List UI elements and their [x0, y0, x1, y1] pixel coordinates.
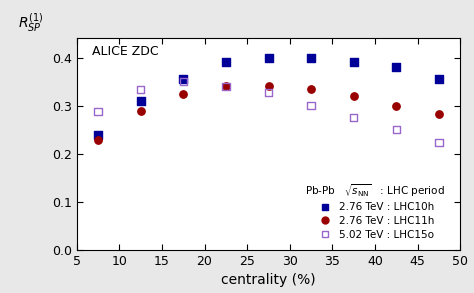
2.76 TeV : LHC11h: (42.5, 0.3): LHC11h: (42.5, 0.3) [392, 103, 400, 108]
2.76 TeV : LHC10h: (47.5, 0.355): LHC10h: (47.5, 0.355) [435, 77, 443, 81]
2.76 TeV : LHC11h: (22.5, 0.34): LHC11h: (22.5, 0.34) [222, 84, 230, 89]
5.02 TeV : LHC15o: (7.5, 0.288): LHC15o: (7.5, 0.288) [94, 109, 102, 114]
2.76 TeV : LHC11h: (37.5, 0.32): LHC11h: (37.5, 0.32) [350, 94, 357, 98]
2.76 TeV : LHC10h: (22.5, 0.39): LHC10h: (22.5, 0.39) [222, 60, 230, 65]
5.02 TeV : LHC15o: (17.5, 0.35): LHC15o: (17.5, 0.35) [180, 79, 187, 84]
5.02 TeV : LHC15o: (22.5, 0.34): LHC15o: (22.5, 0.34) [222, 84, 230, 89]
2.76 TeV : LHC10h: (42.5, 0.38): LHC10h: (42.5, 0.38) [392, 65, 400, 69]
5.02 TeV : LHC15o: (47.5, 0.224): LHC15o: (47.5, 0.224) [435, 140, 443, 145]
2.76 TeV : LHC11h: (7.5, 0.228): LHC11h: (7.5, 0.228) [94, 138, 102, 143]
5.02 TeV : LHC15o: (32.5, 0.3): LHC15o: (32.5, 0.3) [307, 103, 315, 108]
2.76 TeV : LHC11h: (32.5, 0.335): LHC11h: (32.5, 0.335) [307, 86, 315, 91]
2.76 TeV : LHC10h: (12.5, 0.31): LHC10h: (12.5, 0.31) [137, 98, 145, 103]
5.02 TeV : LHC15o: (12.5, 0.334): LHC15o: (12.5, 0.334) [137, 87, 145, 92]
2.76 TeV : LHC10h: (7.5, 0.24): LHC10h: (7.5, 0.24) [94, 132, 102, 137]
2.76 TeV : LHC10h: (27.5, 0.4): LHC10h: (27.5, 0.4) [264, 55, 272, 60]
5.02 TeV : LHC15o: (27.5, 0.328): LHC15o: (27.5, 0.328) [264, 90, 272, 95]
2.76 TeV : LHC10h: (17.5, 0.355): LHC10h: (17.5, 0.355) [180, 77, 187, 81]
2.76 TeV : LHC10h: (32.5, 0.4): LHC10h: (32.5, 0.4) [307, 55, 315, 60]
Legend: 2.76 TeV : LHC10h, 2.76 TeV : LHC11h, 5.02 TeV : LHC15o: 2.76 TeV : LHC10h, 2.76 TeV : LHC11h, 5.… [301, 179, 447, 243]
2.76 TeV : LHC11h: (12.5, 0.288): LHC11h: (12.5, 0.288) [137, 109, 145, 114]
2.76 TeV : LHC11h: (17.5, 0.325): LHC11h: (17.5, 0.325) [180, 91, 187, 96]
Text: ALICE ZDC: ALICE ZDC [92, 45, 159, 58]
5.02 TeV : LHC15o: (42.5, 0.25): LHC15o: (42.5, 0.25) [392, 127, 400, 132]
Text: $R_{SP}^{(1)}$: $R_{SP}^{(1)}$ [18, 12, 43, 34]
2.76 TeV : LHC10h: (37.5, 0.39): LHC10h: (37.5, 0.39) [350, 60, 357, 65]
5.02 TeV : LHC15o: (37.5, 0.275): LHC15o: (37.5, 0.275) [350, 115, 357, 120]
2.76 TeV : LHC11h: (27.5, 0.34): LHC11h: (27.5, 0.34) [264, 84, 272, 89]
2.76 TeV : LHC11h: (47.5, 0.282): LHC11h: (47.5, 0.282) [435, 112, 443, 117]
X-axis label: centrality (%): centrality (%) [221, 273, 316, 287]
